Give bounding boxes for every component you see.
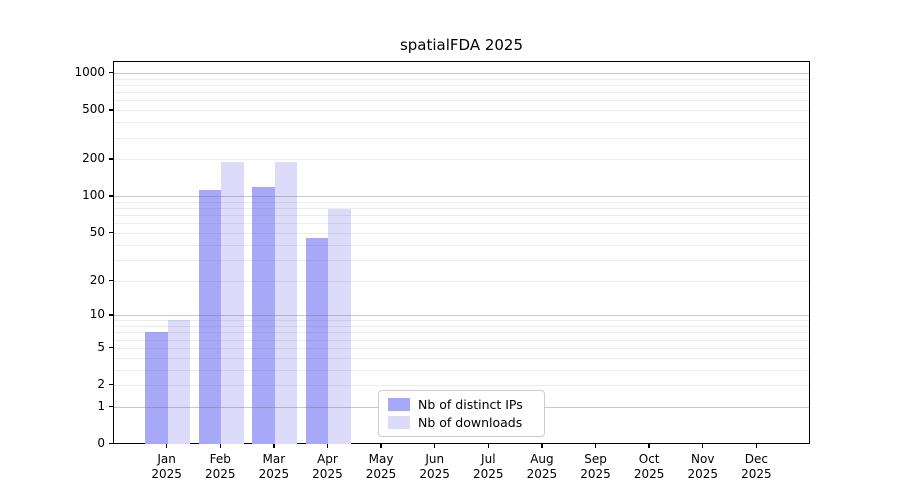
legend-swatch-distinct-ips xyxy=(388,398,410,411)
bar-downloads-apr xyxy=(328,209,351,444)
x-tick-label-mar: Mar 2025 xyxy=(258,452,290,481)
x-tick-label-aug: Aug 2025 xyxy=(526,452,558,481)
x-tick-jan xyxy=(165,444,168,448)
x-tick-label-nov: Nov 2025 xyxy=(687,452,719,481)
legend-row-distinct-ips: Nb of distinct IPs xyxy=(388,396,535,412)
y-tick-label-100: 100 xyxy=(82,188,105,203)
x-tick-mar xyxy=(273,444,275,448)
x-tick-dec xyxy=(755,444,758,448)
y-tick-10 xyxy=(109,314,113,316)
y-tick-label-0: 0 xyxy=(97,436,105,450)
y-tick-20 xyxy=(109,279,113,281)
y-tick-5 xyxy=(109,346,113,349)
x-tick-jul xyxy=(487,444,489,448)
bar-downloads-jan xyxy=(167,320,191,444)
plot-area xyxy=(113,61,810,444)
x-tick-label-may: May 2025 xyxy=(365,452,397,481)
legend-row-downloads: Nb of downloads xyxy=(388,414,535,430)
y-tick-label-20: 20 xyxy=(89,272,105,287)
y-tick-label-1000: 1000 xyxy=(74,64,105,79)
x-tick-apr xyxy=(326,444,329,448)
y-tick-label-5: 5 xyxy=(97,339,105,354)
x-tick-aug xyxy=(541,444,543,448)
y-tick-50 xyxy=(109,231,113,234)
y-tick-100 xyxy=(109,195,113,197)
x-tick-nov xyxy=(702,444,704,448)
legend-swatch-downloads xyxy=(388,416,410,429)
bar-distinct-ips-mar xyxy=(252,187,275,444)
bar-distinct-ips-apr xyxy=(305,238,329,444)
x-tick-label-sep: Sep 2025 xyxy=(580,452,611,481)
legend-label-distinct-ips: Nb of distinct IPs xyxy=(418,396,523,412)
x-tick-label-jun: Jun 2025 xyxy=(419,452,450,481)
y-tick-label-200: 200 xyxy=(82,151,105,166)
legend-label-downloads: Nb of downloads xyxy=(418,414,523,430)
y-tick-200 xyxy=(109,158,113,160)
y-tick-label-500: 500 xyxy=(82,102,105,117)
x-tick-label-oct: Oct 2025 xyxy=(633,452,665,481)
y-tick-label-10: 10 xyxy=(89,307,105,322)
bar-downloads-mar xyxy=(274,161,298,444)
x-tick-label-jul: Jul 2025 xyxy=(473,452,504,481)
y-tick-label-1: 1 xyxy=(97,398,105,413)
y-tick-0 xyxy=(109,443,113,445)
y-tick-1 xyxy=(109,405,113,408)
y-tick-1000 xyxy=(109,71,113,74)
x-tick-jun xyxy=(433,444,436,448)
x-tick-oct xyxy=(648,444,650,448)
legend: Nb of distinct IPs Nb of downloads xyxy=(378,390,545,437)
x-tick-feb xyxy=(219,444,221,448)
bar-distinct-ips-jan xyxy=(145,332,168,444)
bar-distinct-ips-feb xyxy=(198,190,222,444)
x-tick-may xyxy=(380,444,382,448)
y-tick-label-2: 2 xyxy=(97,377,105,391)
bars-layer xyxy=(114,62,809,444)
bar-downloads-feb xyxy=(221,161,244,444)
x-tick-label-feb: Feb 2025 xyxy=(204,452,236,481)
y-tick-500 xyxy=(109,109,113,111)
y-tick-label-50: 50 xyxy=(89,224,105,239)
x-tick-label-dec: Dec 2025 xyxy=(741,452,772,481)
x-tick-label-jan: Jan 2025 xyxy=(151,452,182,481)
y-tick-2 xyxy=(109,384,113,386)
x-tick-sep xyxy=(594,444,597,448)
x-tick-label-apr: Apr 2025 xyxy=(312,452,343,481)
chart-title: spatialFDA 2025 xyxy=(399,36,524,54)
